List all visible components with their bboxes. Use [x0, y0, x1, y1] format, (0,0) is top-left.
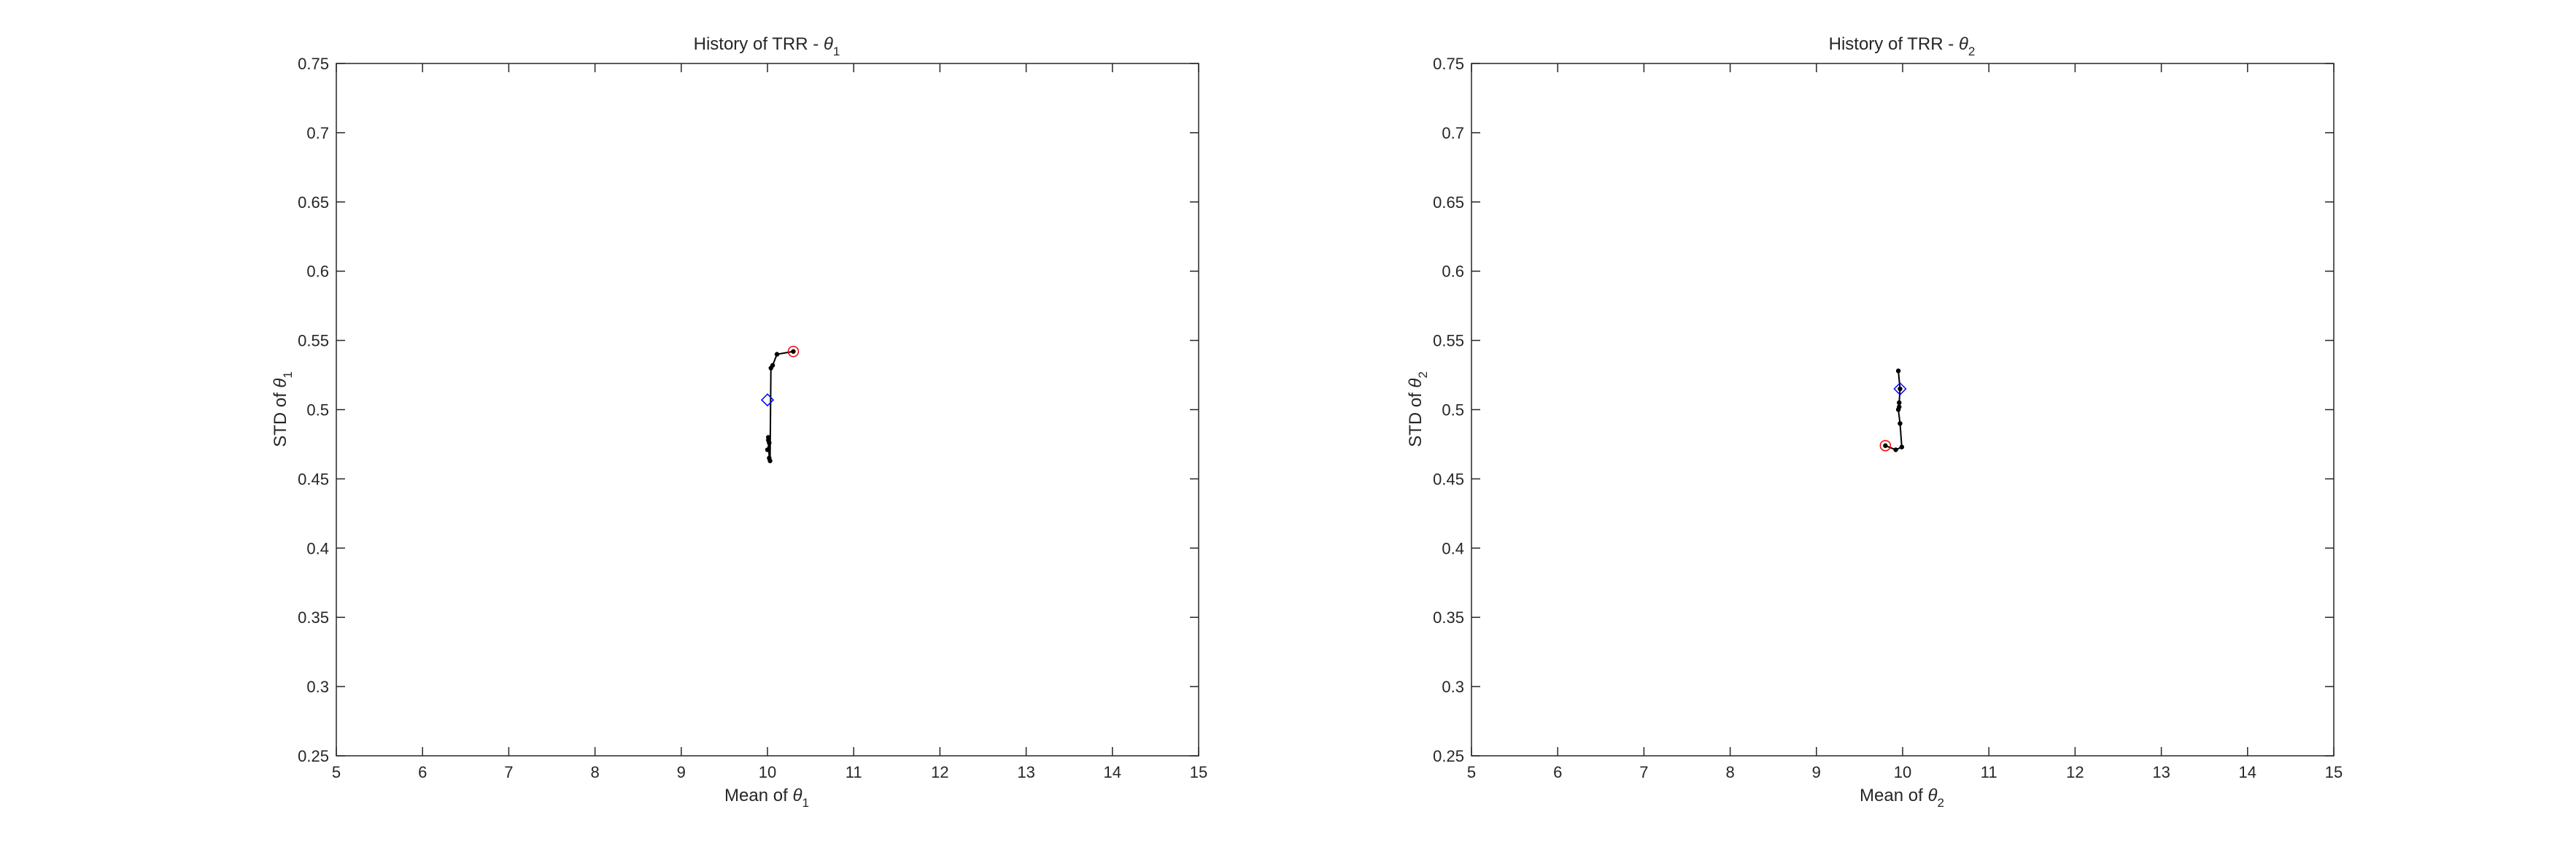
y-tick-label: 0.45: [298, 470, 329, 488]
x-axis-ticks: 5 6 7 8 9 10 11 12 13 14 15: [332, 63, 1207, 781]
y-axis-label: STD of θ1: [271, 371, 295, 447]
x-tick-label: 9: [677, 763, 686, 781]
start-marker: [1893, 382, 1907, 396]
y-tick-label: 0.25: [1433, 747, 1464, 765]
y-tick-label: 0.7: [306, 124, 329, 142]
end-marker: [787, 346, 800, 357]
x-tick-label: 8: [590, 763, 599, 781]
data-point: [1897, 400, 1902, 406]
x-tick-label: 15: [1190, 763, 1207, 781]
x-tick-label: 14: [1104, 763, 1121, 781]
y-tick-label: 0.4: [306, 539, 329, 557]
x-tick-label: 7: [504, 763, 513, 781]
data-point: [770, 363, 775, 368]
x-axis-ticks: 5 6 7 8 9 10 11 12 13 14 15: [1467, 63, 2343, 781]
x-tick-label: 8: [1725, 763, 1734, 781]
chart-marks: [1879, 368, 1907, 452]
x-tick-label: 11: [1981, 763, 1997, 781]
y-tick-label: 0.6: [1442, 263, 1464, 281]
data-point: [767, 458, 773, 463]
data-point: [1898, 386, 1903, 392]
x-tick-label: 12: [931, 763, 948, 781]
chart-panel-theta1: History of TRR - θ1 5 6 7 8 9 10 11 12 13 14 15 0.…: [271, 34, 1207, 810]
start-marker: [760, 393, 775, 407]
x-axis-label: Mean of θ1: [724, 786, 809, 810]
x-tick-label: 13: [1017, 763, 1034, 781]
data-point: [774, 352, 780, 357]
y-tick-label: 0.35: [1433, 608, 1464, 627]
y-tick-label: 0.35: [298, 608, 329, 627]
x-tick-label: 5: [1467, 763, 1476, 781]
data-point: [1898, 421, 1903, 426]
y-tick-label: 0.7: [1442, 124, 1464, 142]
x-tick-label: 10: [759, 763, 776, 781]
chart-title: History of TRR - θ1: [694, 34, 840, 58]
x-tick-label: 11: [846, 763, 862, 781]
y-tick-label: 0.6: [306, 263, 329, 281]
y-tick-label: 0.5: [306, 401, 329, 419]
chart-marks: [760, 346, 800, 463]
y-axis-ticks: 0.25 0.3 0.35 0.4 0.45 0.5 0.55 0.6 0.65 0.7 0.75: [1433, 55, 2334, 765]
y-tick-label: 0.45: [1433, 470, 1464, 488]
data-point: [1895, 407, 1901, 412]
data-point: [1883, 443, 1888, 449]
y-tick-label: 0.3: [306, 678, 329, 696]
y-tick-label: 0.4: [1442, 539, 1464, 557]
y-tick-label: 0.5: [1442, 401, 1464, 419]
data-point: [765, 435, 771, 440]
x-tick-label: 6: [418, 763, 427, 781]
x-axis-label: Mean of θ2: [1860, 786, 1944, 810]
y-tick-label: 0.55: [1433, 332, 1464, 350]
y-axis-label: STD of θ2: [1406, 371, 1430, 447]
y-tick-label: 0.75: [1433, 55, 1464, 73]
x-tick-label: 13: [2152, 763, 2170, 781]
x-tick-label: 15: [2325, 763, 2343, 781]
x-tick-label: 10: [1894, 763, 1911, 781]
y-tick-label: 0.25: [298, 747, 329, 765]
x-tick-label: 12: [2066, 763, 2084, 781]
x-tick-label: 7: [1639, 763, 1648, 781]
x-tick-label: 9: [1812, 763, 1821, 781]
y-tick-label: 0.55: [298, 332, 329, 350]
data-point: [1893, 447, 1898, 452]
x-tick-label: 14: [2239, 763, 2256, 781]
data-point: [1899, 444, 1905, 449]
data-point: [1895, 368, 1901, 374]
y-tick-label: 0.75: [298, 55, 329, 73]
chart-title: History of TRR - θ2: [1829, 34, 1976, 58]
y-tick-label: 0.65: [1433, 193, 1464, 212]
x-tick-label: 6: [1553, 763, 1562, 781]
y-tick-label: 0.3: [1442, 678, 1464, 696]
y-axis-ticks: 0.25 0.3 0.35 0.4 0.45 0.5 0.55 0.6 0.65 0.7 0.75: [298, 55, 1199, 765]
plot-area: [1471, 63, 2334, 756]
x-tick-label: 5: [332, 763, 341, 781]
end-marker: [1879, 440, 1892, 452]
chart-panel-theta2: History of TRR - θ2 5 6 7 8 9 10 11 12 13 14 15 0.…: [1406, 34, 2343, 810]
plot-area: [336, 63, 1199, 756]
y-tick-label: 0.65: [298, 193, 329, 212]
data-point: [791, 349, 796, 354]
data-point: [765, 447, 770, 452]
